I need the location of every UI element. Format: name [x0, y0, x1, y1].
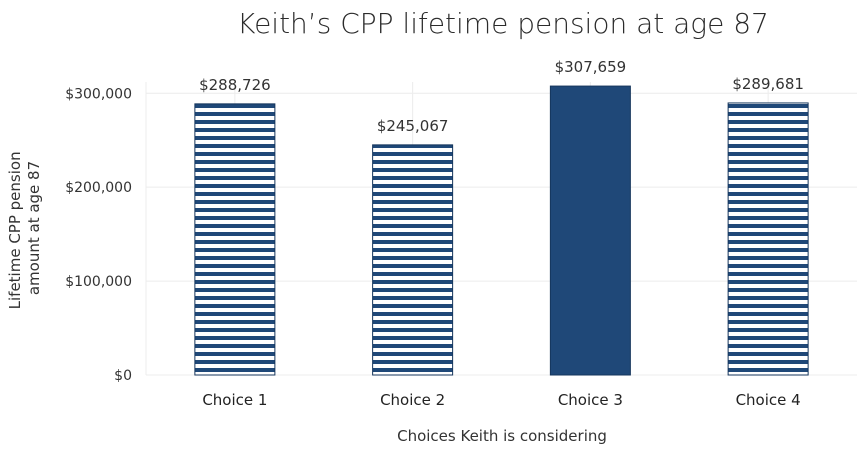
x-axis-ticks: Choice 1 Choice 2 Choice 3 Choice 4 [202, 391, 800, 409]
y-tick-label: $200,000 [65, 180, 132, 196]
y-tick-label: $0 [114, 368, 132, 384]
bar-choice-2 [372, 144, 454, 376]
y-tick-label: $100,000 [65, 274, 132, 290]
x-tick-label: Choice 2 [380, 391, 445, 409]
bar-choice-4 [727, 102, 809, 376]
x-tick-label: Choice 4 [736, 391, 801, 409]
chart-title: Keith’s CPP lifetime pension at age 87 [237, 7, 769, 40]
y-axis-ticks: $0 $100,000 $200,000 $300,000 [65, 86, 132, 384]
y-tick-label: $300,000 [65, 86, 132, 102]
y-axis-label: Lifetime CPP pension amount at age 87 [6, 147, 43, 310]
x-axis-label: Choices Keith is considering [397, 427, 607, 445]
x-tick-label: Choice 1 [202, 391, 267, 409]
data-label: $307,659 [555, 58, 627, 76]
y-axis-label-line-1: Lifetime CPP pension [6, 151, 24, 309]
data-labels: $288,726 $245,067 $307,659 $289,681 [199, 58, 804, 135]
y-axis-label-line-2: amount at age 87 [25, 161, 43, 295]
x-tick-label: Choice 3 [558, 391, 623, 409]
data-label: $245,067 [377, 117, 449, 135]
data-label: $289,681 [732, 75, 804, 93]
bar-choice-3 [549, 85, 631, 376]
bars [194, 85, 809, 376]
data-label: $288,726 [199, 76, 271, 94]
bar-choice-1 [194, 103, 276, 376]
